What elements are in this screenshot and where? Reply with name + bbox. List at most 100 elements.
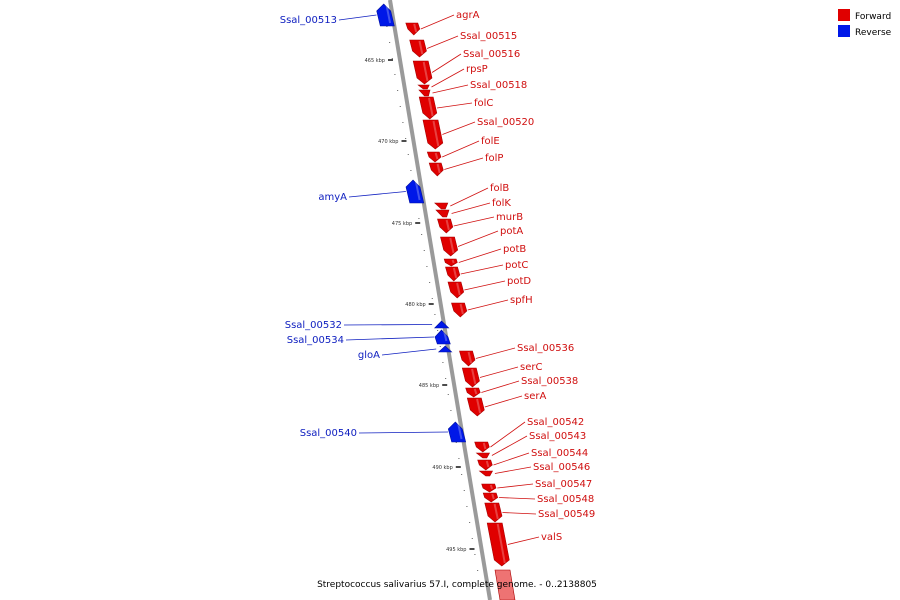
gene-feature-ssal-00518[interactable] [418,89,431,97]
gene-label-ssal-00540[interactable]: Ssal_00540 [300,428,357,439]
gene-feature-offscreen[interactable] [494,569,516,600]
gene-label-ssal-00546[interactable]: Ssal_00546 [533,462,590,473]
scale-dot [442,362,444,363]
gene-feature-folc[interactable] [418,96,438,120]
gene-label-pota[interactable]: potA [500,226,523,237]
gene-feature-potb[interactable] [443,258,458,267]
gene-feature-shading [451,259,455,264]
gene-feature-ssal-00549[interactable] [484,502,503,523]
legend: Forward Reverse [838,9,892,38]
gene-feature-folp[interactable] [428,162,444,177]
gene-label-fole[interactable]: folE [481,136,500,147]
gene-feature-shading [413,23,418,33]
gene-label-ssal-00518[interactable]: Ssal_00518 [470,80,527,91]
gene-feature-serc[interactable] [461,367,480,388]
scale-dot [463,490,465,491]
gene-label-gloa[interactable]: gloA [358,350,380,361]
gene-label-folb[interactable]: folB [490,183,509,194]
gene-label-ssal-00538[interactable]: Ssal_00538 [521,376,578,387]
gene-label-vals[interactable]: valS [541,532,562,543]
gene-feature-ssal-00516[interactable] [412,60,433,85]
gene-label-amya[interactable]: amyA [318,192,347,203]
gene-label-ssal-00548[interactable]: Ssal_00548 [537,494,594,505]
gene-label-spfh[interactable]: spfH [510,295,533,306]
gene-feature-shading [422,61,429,82]
gene-feature-ssal-00538[interactable] [465,387,481,398]
gene-feature-amya[interactable] [405,179,425,204]
gene-feature-shading [467,351,473,364]
scale-dot [426,266,428,267]
gene-label-ssal-00532[interactable]: Ssal_00532 [285,320,342,331]
gene-feature-ssal-00515[interactable] [409,39,427,58]
scale-dot [421,234,423,235]
gene-label-leader [338,14,377,21]
gene-label-ssal-00542[interactable]: Ssal_00542 [527,417,584,428]
gene-feature-shading [496,523,506,564]
gene-label-folc[interactable]: folC [474,98,493,109]
gene-feature-pota[interactable] [440,236,459,257]
scale-dots [383,10,481,587]
gene-feature-ssal-00540[interactable] [447,421,467,443]
gene-feature-ssal-00513[interactable] [376,3,395,27]
gene-label-leader [475,347,516,359]
gene-feature-vals[interactable] [486,522,510,567]
gene-feature-ssal-00548[interactable] [482,492,499,503]
gene-label-leader [426,35,459,49]
gene-feature-shading [443,330,448,342]
gene-feature-potd[interactable] [447,281,465,299]
gene-feature-ssal-00543[interactable] [475,452,491,459]
gene-label-potc[interactable]: potC [505,260,528,271]
gene-label-leader [467,299,509,311]
gene-label-potd[interactable]: potD [507,276,531,287]
gene-feature-shading [456,282,461,296]
gene-feature-ssal-00532[interactable] [433,320,450,329]
gene-label-leader [502,512,537,515]
gene-feature-ssal-00542[interactable] [474,441,490,453]
gene-label-ssal-00520[interactable]: Ssal_00520 [477,117,534,128]
gene-feature-ssal-00547[interactable] [481,483,497,493]
gene-label-agra[interactable]: agrA [456,10,480,21]
gene-feature-folb[interactable] [434,202,449,210]
gene-label-ssal-00547[interactable]: Ssal_00547 [535,479,592,490]
gene-feature-ssal-00546[interactable] [478,470,494,477]
gene-feature-potc[interactable] [445,266,461,282]
scale-dot [461,474,463,475]
gene-feature-ssal-00544[interactable] [477,459,493,471]
gene-label-leader [444,157,484,170]
gene-feature-ssal-00536[interactable] [459,350,476,367]
gene-label-murb[interactable]: murB [496,212,523,223]
gene-label-folp[interactable]: folP [485,153,503,164]
gene-label-ssal-00543[interactable]: Ssal_00543 [529,431,586,442]
gene-feature-rpsp[interactable] [417,84,430,90]
gene-label-leader [481,380,520,393]
gene-label-leader [497,483,534,489]
scale-tick-label: 495 kbp [446,547,466,553]
gene-feature-gloa[interactable] [437,345,453,353]
gene-feature-spfh[interactable] [451,302,468,318]
gene-label-potb[interactable]: potB [503,244,526,255]
gene-feature-murb[interactable] [437,218,454,234]
gene-label-ssal-00536[interactable]: Ssal_00536 [517,343,574,354]
gene-label-sera[interactable]: serA [524,391,546,402]
gene-feature-sera[interactable] [466,397,485,417]
legend-forward-label: Forward [855,12,891,22]
gene-label-ssal-00544[interactable]: Ssal_00544 [531,448,588,459]
gene-feature-ssal-00520[interactable] [422,119,444,150]
gene-label-ssal-00515[interactable]: Ssal_00515 [460,31,517,42]
gene-label-ssal-00534[interactable]: Ssal_00534 [287,335,344,346]
gene-label-folk[interactable]: folK [492,198,511,209]
gene-feature-agra[interactable] [405,22,421,36]
gene-feature-ssal-00534[interactable] [434,329,451,345]
gene-label-ssal-00549[interactable]: Ssal_00549 [538,509,595,520]
scale-dot [439,346,441,347]
gene-feature-folk[interactable] [435,209,450,218]
gene-label-serc[interactable]: serC [520,362,542,373]
gene-label-ssal-00516[interactable]: Ssal_00516 [463,49,520,60]
gene-feature-fole[interactable] [426,151,442,163]
gene-label-ssal-00513[interactable]: Ssal_00513 [280,15,337,26]
gene-label-rpsp[interactable]: rpsP [466,64,488,75]
scale-dot [407,154,409,155]
gene-label-leader [451,202,491,214]
scale-dot [391,58,393,59]
